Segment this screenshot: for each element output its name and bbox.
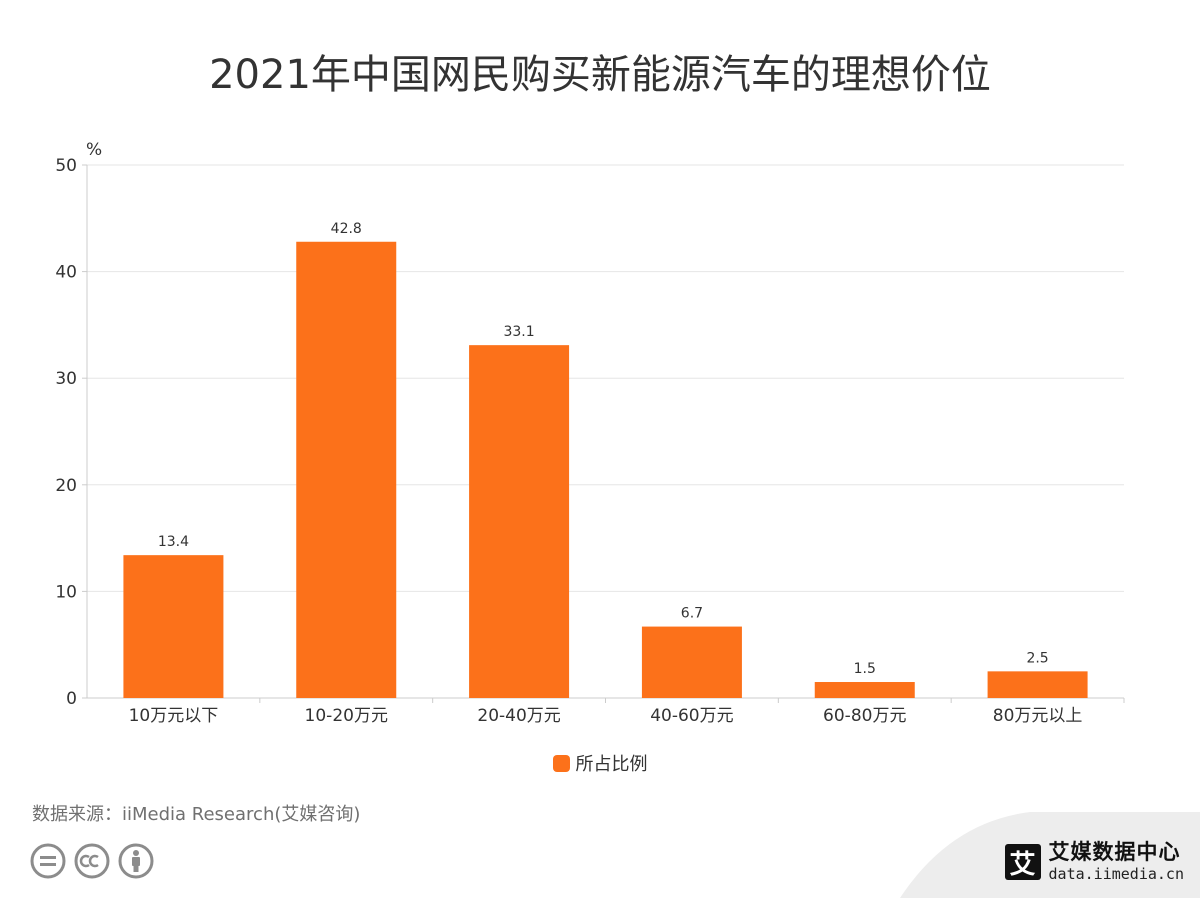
x-tick-label: 40-60万元 — [650, 706, 733, 726]
bars — [123, 241, 1088, 698]
bar — [296, 241, 397, 698]
x-tick-label: 80万元以上 — [993, 706, 1083, 726]
data-label: 42.8 — [331, 221, 362, 237]
x-tick-label: 60-80万元 — [823, 706, 906, 726]
chart-title: 2021年中国网民购买新能源汽车的理想价位 — [209, 52, 991, 98]
data-label: 13.4 — [158, 534, 189, 550]
data-label: 1.5 — [854, 661, 876, 677]
y-tick-label: 0 — [66, 689, 77, 709]
legend: 所占比例 — [0, 750, 1200, 776]
bar-chart: 0 10 20 30 40 50% 10万元以下 10-20万元 20-40万元 40-60万元 6… — [55, 140, 1125, 726]
license-icons — [30, 843, 154, 879]
data-labels: 13.4 42.8 33.1 6.7 1.5 2.5 — [158, 221, 1049, 677]
data-label: 6.7 — [681, 606, 703, 622]
x-tick-label: 10万元以下 — [129, 706, 219, 726]
brand-logo: 艾 — [1004, 844, 1041, 880]
x-tick-label: 10-20万元 — [305, 706, 388, 726]
data-label: 2.5 — [1026, 650, 1048, 666]
legend-label: 所占比例 — [575, 754, 648, 775]
y-unit-label: % — [86, 140, 102, 160]
brand-mark: 艾 艾媒数据中心 data.iimedia.cn — [1004, 840, 1184, 883]
bar — [123, 555, 224, 698]
axes: 0 10 20 30 40 50% 10万元以下 10-20万元 20-40万元 40-60万元 6… — [55, 140, 1125, 726]
bar — [641, 626, 742, 698]
y-tick-label: 30 — [55, 369, 77, 389]
bar — [469, 345, 570, 698]
grid-lines — [87, 164, 1124, 592]
equals-icon — [30, 843, 66, 879]
y-tick-label: 10 — [55, 582, 77, 602]
data-label: 33.1 — [503, 324, 534, 340]
cc-icon — [74, 843, 110, 879]
y-tick-label: 50 — [55, 156, 77, 176]
source-note: 数据来源：iiMedia Research(艾媒咨询) — [32, 804, 361, 825]
y-tick-label: 40 — [55, 263, 77, 283]
brand-background — [900, 812, 1200, 898]
bar — [987, 671, 1088, 698]
brand-name: 艾媒数据中心 — [1048, 840, 1181, 864]
person-icon — [118, 843, 154, 879]
x-tick-label: 20-40万元 — [477, 706, 560, 726]
bar — [814, 682, 915, 698]
y-tick-label: 20 — [55, 476, 77, 496]
brand-url: data.iimedia.cn — [1048, 865, 1184, 883]
legend-swatch — [552, 754, 570, 772]
